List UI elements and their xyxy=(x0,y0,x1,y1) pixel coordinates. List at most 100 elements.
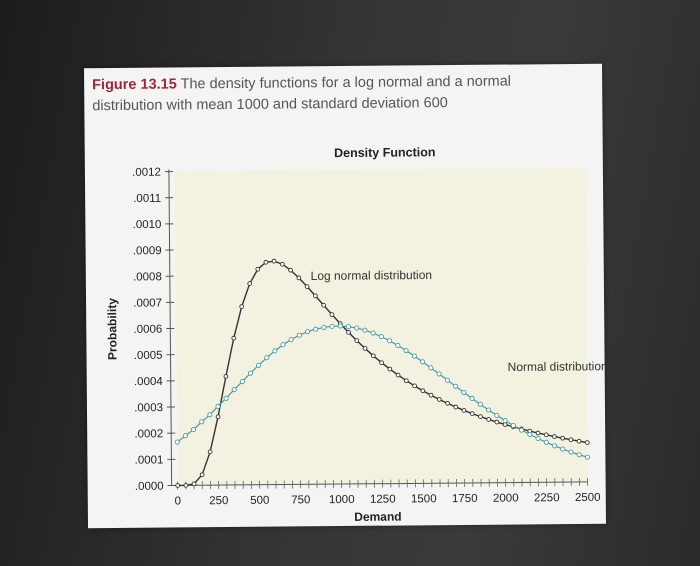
y-tick-label: .0009 xyxy=(133,245,162,257)
normal-point xyxy=(494,412,500,418)
x-ticks: 0 250 500 750 1000 1250 1500 1750 2000 2250 2500 xyxy=(175,477,601,507)
log-normal-point xyxy=(387,366,393,372)
log-normal-point xyxy=(412,383,417,389)
normal-annotation: Normal distribution xyxy=(508,359,606,374)
log-normal-point xyxy=(584,440,590,445)
log-normal-point xyxy=(207,449,213,455)
log-normal-point xyxy=(263,259,269,265)
log-normal-point xyxy=(321,302,327,308)
normal-point xyxy=(486,407,492,413)
y-tick-label: .0000 xyxy=(135,481,164,493)
normal-point xyxy=(280,342,286,348)
normal-point xyxy=(411,353,417,359)
normal-point xyxy=(543,439,549,445)
normal-point xyxy=(182,433,188,439)
normal-point xyxy=(560,446,566,452)
y-tick-label: .0002 xyxy=(134,428,163,440)
normal-point xyxy=(239,379,245,385)
log-normal-point xyxy=(461,408,467,413)
normal-point xyxy=(519,427,525,433)
y-tick-label: .0004 xyxy=(134,376,163,388)
normal-point xyxy=(403,347,409,354)
x-tick-label: 2000 xyxy=(493,492,519,504)
normal-point xyxy=(469,395,475,402)
x-tick-label: 1500 xyxy=(411,493,437,505)
x-tick-label: 1750 xyxy=(452,493,478,505)
normal-point xyxy=(231,387,237,393)
y-axis-label: Probability xyxy=(105,298,120,360)
normal-point xyxy=(584,454,590,460)
log-normal-point xyxy=(288,267,293,273)
normal-point xyxy=(362,327,368,333)
normal-point xyxy=(247,370,254,376)
normal-point xyxy=(370,330,376,336)
textbook-figure-card: Figure 13.15 The density functions for a… xyxy=(84,63,606,529)
normal-point xyxy=(502,418,508,424)
normal-point xyxy=(477,401,483,407)
normal-point xyxy=(420,359,426,365)
normal-point xyxy=(568,449,574,455)
normal-point xyxy=(215,403,221,409)
normal-point xyxy=(453,383,459,389)
normal-point xyxy=(256,362,262,368)
log-normal-point xyxy=(428,392,434,398)
normal-point xyxy=(272,348,278,354)
normal-point xyxy=(378,334,384,340)
normal-point xyxy=(576,452,582,458)
x-tick-label: 2250 xyxy=(534,492,560,504)
normal-point xyxy=(510,422,516,429)
log-normal-point xyxy=(403,378,409,384)
normal-point xyxy=(199,419,205,425)
log-normal-point xyxy=(436,397,442,402)
x-tick-label: 0 xyxy=(175,495,182,507)
normal-point xyxy=(191,427,197,433)
normal-point xyxy=(551,443,558,449)
normal-point xyxy=(329,323,335,329)
normal-point xyxy=(527,431,533,437)
normal-point xyxy=(535,435,541,442)
normal-point xyxy=(288,337,294,343)
plot-area xyxy=(174,167,588,486)
x-tick-label: 500 xyxy=(250,495,269,507)
log-normal-point xyxy=(271,258,277,264)
normal-point xyxy=(428,365,434,371)
log-normal-point xyxy=(239,304,245,309)
y-tick-label: .0007 xyxy=(133,297,162,309)
log-normal-point xyxy=(183,483,189,488)
normal-point xyxy=(304,329,311,335)
normal-point xyxy=(321,324,327,330)
x-tick-label: 1250 xyxy=(370,494,396,506)
log-normal-point xyxy=(296,275,302,281)
log-normal-point xyxy=(576,438,582,444)
log-normal-point xyxy=(175,483,180,488)
log-normal-point xyxy=(215,414,221,420)
log-normal-point xyxy=(445,401,450,406)
normal-point xyxy=(264,355,270,361)
x-tick-label: 2500 xyxy=(575,492,601,504)
density-chart: Density Function Probability Demand .000… xyxy=(105,145,606,524)
log-normal-point xyxy=(255,266,261,272)
log-normal-point xyxy=(191,481,197,487)
annotations: Log normal distribution Normal distributi… xyxy=(311,268,606,374)
normal-point xyxy=(174,439,180,445)
x-tick-label: 750 xyxy=(291,494,310,506)
log-normal-point xyxy=(453,404,459,410)
log-normal-point xyxy=(362,346,368,351)
normal-point xyxy=(387,338,393,344)
log-normal-point xyxy=(543,432,549,438)
x-tick-label: 250 xyxy=(209,495,228,507)
y-ticks: .0000 .0001 .0002 .0003 .0004 .0005 .0006 .0007… xyxy=(132,167,176,493)
y-tick-label: .0003 xyxy=(134,402,163,414)
log-normal-point xyxy=(346,329,351,335)
log-normal-point xyxy=(560,435,565,441)
log-normal-point xyxy=(395,372,401,378)
y-tick-label: .0012 xyxy=(132,167,161,179)
log-normal-point xyxy=(552,434,557,439)
y-tick-label: .0008 xyxy=(133,271,162,283)
log-normal-point xyxy=(279,261,285,267)
x-axis-line xyxy=(171,481,588,487)
y-tick-label: .0011 xyxy=(133,193,161,205)
x-tick-label: 1000 xyxy=(329,494,355,506)
log-normal-point xyxy=(223,374,229,379)
